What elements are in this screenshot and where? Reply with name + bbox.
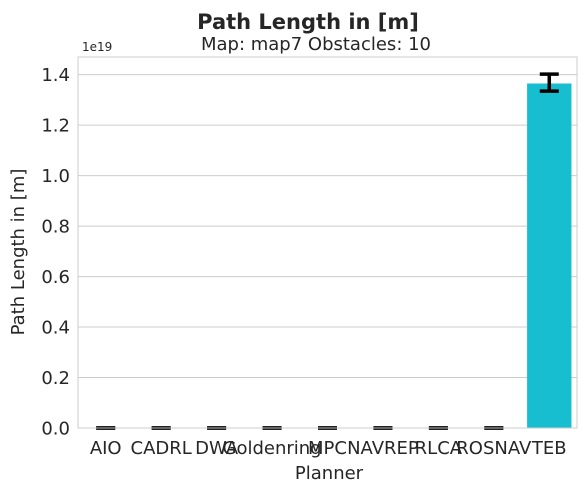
bars bbox=[527, 83, 572, 428]
x-tick-label: CADRL bbox=[131, 438, 192, 459]
y-tick-label: 0.2 bbox=[41, 368, 70, 389]
chart-subtitle: Map: map7 Obstacles: 10 bbox=[201, 34, 431, 55]
y-axis-label: Path Length in [m] bbox=[8, 169, 29, 336]
x-tick-label: ROSNAV bbox=[456, 438, 532, 459]
y-tick-label: 0.8 bbox=[41, 217, 70, 238]
y-tick-label: 1.2 bbox=[41, 116, 70, 137]
error-bars bbox=[96, 72, 559, 430]
grid-lines bbox=[78, 74, 577, 429]
y-tick-label: 0.0 bbox=[41, 419, 70, 440]
chart-title: Path Length in [m] bbox=[197, 10, 419, 34]
y-axis-offset-label: 1e19 bbox=[82, 40, 112, 54]
x-tick-label: NAVREP bbox=[347, 438, 419, 459]
x-tick-label: MPC bbox=[308, 438, 347, 459]
y-tick-label: 1.0 bbox=[41, 166, 70, 187]
y-tick-label: 0.6 bbox=[41, 267, 70, 288]
x-tick-label: TEB bbox=[531, 438, 567, 459]
x-tick-label: Goldenring bbox=[223, 438, 322, 459]
y-tick-labels: 0.0 0.2 0.4 0.6 0.8 1.0 1.2 1.4 bbox=[41, 65, 70, 439]
x-axis-label: Planner bbox=[295, 463, 364, 484]
x-tick-label: RLCA bbox=[415, 438, 463, 459]
y-tick-label: 1.4 bbox=[41, 65, 70, 86]
x-tick-label: DWA bbox=[195, 438, 239, 459]
error-bar-teb bbox=[539, 72, 559, 93]
bar-teb bbox=[527, 83, 572, 428]
y-tick-label: 0.4 bbox=[41, 318, 70, 339]
plot-area bbox=[77, 56, 578, 429]
x-tick-label: AIO bbox=[90, 438, 122, 459]
